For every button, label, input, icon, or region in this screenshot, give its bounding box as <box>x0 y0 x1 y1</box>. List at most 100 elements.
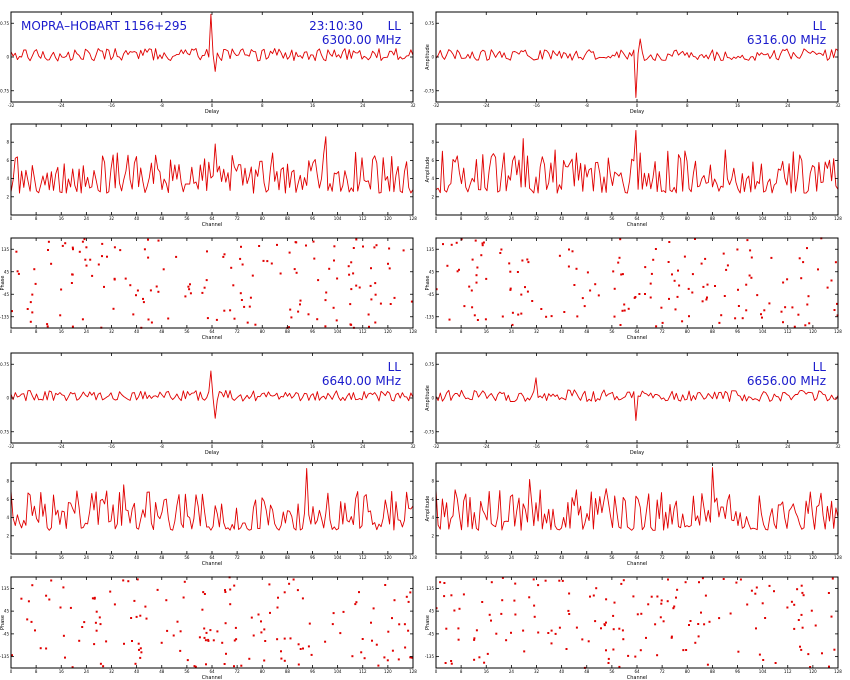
x-tick-label: 16 <box>484 555 490 560</box>
data-point <box>257 613 260 616</box>
data-point <box>288 251 291 254</box>
x-tick-label: 72 <box>235 216 241 221</box>
data-point <box>205 631 208 634</box>
data-point <box>292 578 295 581</box>
data-point <box>473 638 476 641</box>
data-point <box>581 638 584 641</box>
data-point <box>165 599 168 602</box>
data-point <box>627 654 630 657</box>
data-point <box>703 623 706 626</box>
data-point <box>352 247 355 249</box>
data-point <box>101 242 104 245</box>
data-point <box>644 266 647 269</box>
data-point <box>756 294 759 297</box>
data-point <box>802 594 805 597</box>
x-tick-label: 0 <box>435 329 438 334</box>
data-point <box>95 629 98 632</box>
data-point <box>62 634 65 637</box>
data-point <box>750 589 753 592</box>
data-point <box>333 245 336 248</box>
data-point <box>481 242 484 245</box>
data-point <box>139 647 142 650</box>
data-point <box>568 592 571 595</box>
data-point <box>167 317 170 320</box>
x-tick-label: -8 <box>585 444 589 449</box>
x-tick-label: 128 <box>834 555 842 560</box>
data-point <box>448 318 451 321</box>
data-point <box>45 594 48 597</box>
data-point <box>187 285 190 288</box>
data-point <box>140 651 143 654</box>
data-point <box>223 663 226 665</box>
x-tick-label: 40 <box>559 329 565 334</box>
data-point <box>514 613 517 616</box>
data-point <box>276 243 278 246</box>
data-point <box>726 264 729 267</box>
x-tick-label: -32 <box>433 444 440 449</box>
data-point <box>762 659 765 661</box>
data-point <box>189 292 192 295</box>
data-point <box>667 578 669 581</box>
data-point <box>70 282 73 284</box>
y-tick-label: -45 <box>2 631 9 636</box>
x-tick-label: 16 <box>735 103 741 108</box>
data-point <box>113 246 116 249</box>
data-point <box>655 325 658 328</box>
data-point <box>810 609 813 612</box>
data-point <box>233 317 236 320</box>
data-point <box>760 313 762 316</box>
data-point <box>607 662 610 664</box>
data-point <box>331 623 334 626</box>
data-point <box>363 657 366 660</box>
data-point <box>112 307 115 310</box>
data-point <box>102 665 105 668</box>
data-point <box>263 659 266 662</box>
y-tick-label: 6 <box>6 158 9 163</box>
panel-delay-6300: -32 -24 -16 -8 0 8 16 24 32 -0.75 0 0.75 Delay MOPRA–… <box>0 11 416 115</box>
data-point <box>106 255 108 258</box>
data-point <box>374 321 377 324</box>
y-tick-label: 0 <box>431 55 434 60</box>
panel-channel-phase-6316: 0 8 16 24 32 40 48 56 64 72 80 88 96 104 112 120 128 -135… <box>425 237 842 341</box>
data-point <box>336 277 339 280</box>
data-point <box>619 324 622 326</box>
x-tick-label: -8 <box>585 103 589 108</box>
data-point <box>182 596 185 599</box>
data-point <box>505 639 508 642</box>
x-tick-label: 32 <box>410 103 416 108</box>
x-tick-label: 128 <box>409 669 417 674</box>
data-point <box>700 611 702 614</box>
baseline-source-label: MOPRA–HOBART 1156+295 <box>21 19 187 33</box>
y-tick-label: 2 <box>431 533 434 538</box>
data-point <box>722 578 725 580</box>
data-point <box>520 293 523 296</box>
series-line <box>10 468 414 531</box>
data-point <box>750 256 753 259</box>
y-axis-label: Phase <box>425 615 431 630</box>
x-tick-label: 48 <box>584 669 590 674</box>
data-point <box>295 271 298 274</box>
data-point <box>621 629 624 632</box>
data-point <box>310 653 313 656</box>
data-point <box>27 600 30 603</box>
data-point <box>387 630 390 633</box>
x-tick-label: 96 <box>310 329 316 334</box>
data-point <box>443 582 446 584</box>
data-point <box>659 616 662 619</box>
data-point <box>654 248 657 250</box>
x-tick-label: 72 <box>660 669 666 674</box>
data-point <box>618 627 621 630</box>
data-point <box>225 652 227 655</box>
data-point <box>798 257 801 260</box>
x-tick-label: 112 <box>784 669 792 674</box>
data-point <box>455 241 458 244</box>
x-tick-label: 32 <box>534 669 540 674</box>
data-point <box>806 303 809 306</box>
data-point <box>522 629 525 632</box>
data-point <box>581 297 584 300</box>
data-point <box>270 262 273 265</box>
y-tick-label: 0.75 <box>0 362 9 367</box>
data-point <box>483 661 486 664</box>
data-point <box>468 285 471 288</box>
data-point <box>554 632 557 635</box>
